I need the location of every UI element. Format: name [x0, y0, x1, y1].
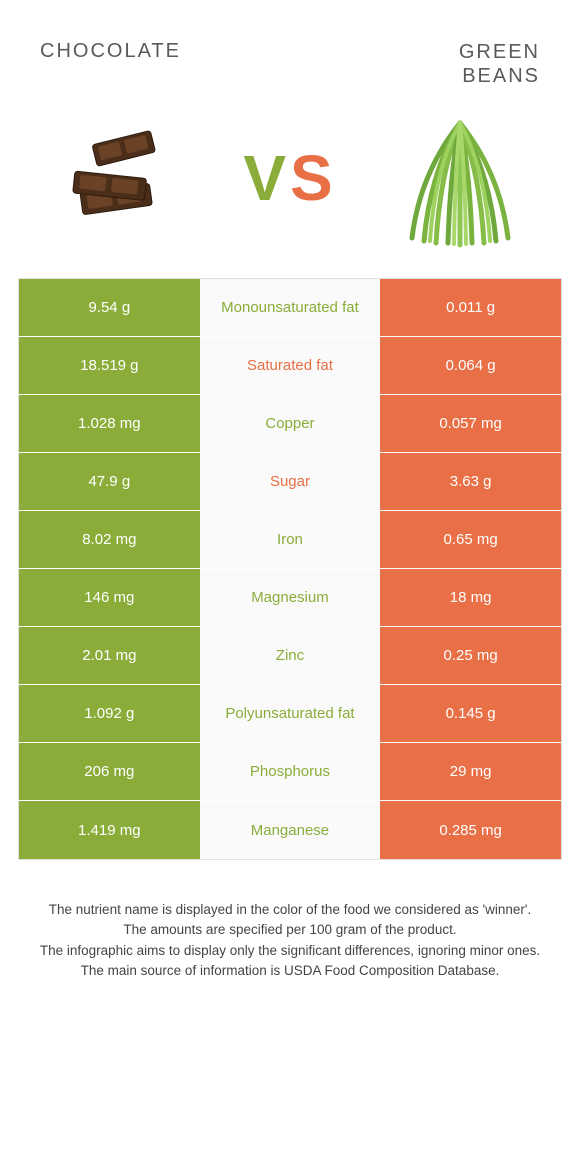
title-green-beans: GREEN BEANS: [290, 40, 540, 88]
right-value: 0.011 g: [380, 279, 561, 336]
table-row: 1.092 gPolyunsaturated fat0.145 g: [19, 685, 561, 743]
footer-notes: The nutrient name is displayed in the co…: [0, 860, 580, 1001]
table-row: 2.01 mgZinc0.25 mg: [19, 627, 561, 685]
table-row: 146 mgMagnesium18 mg: [19, 569, 561, 627]
vs-s: S: [290, 142, 337, 214]
comparison-table: 9.54 gMonounsaturated fat0.011 g18.519 g…: [18, 278, 562, 860]
left-value: 8.02 mg: [19, 511, 200, 568]
left-value: 1.028 mg: [19, 395, 200, 452]
images-row: VS: [0, 98, 580, 278]
footer-line-4: The main source of information is USDA F…: [30, 961, 550, 981]
right-value: 0.145 g: [380, 685, 561, 742]
vs-v: V: [243, 142, 290, 214]
table-row: 47.9 gSugar3.63 g: [19, 453, 561, 511]
left-value: 146 mg: [19, 569, 200, 626]
footer-line-2: The amounts are specified per 100 gram o…: [30, 920, 550, 940]
chocolate-image: [50, 108, 190, 248]
footer-line-3: The infographic aims to display only the…: [30, 941, 550, 961]
right-value: 0.057 mg: [380, 395, 561, 452]
right-value: 0.65 mg: [380, 511, 561, 568]
nutrient-name: Saturated fat: [200, 337, 381, 394]
table-row: 9.54 gMonounsaturated fat0.011 g: [19, 279, 561, 337]
table-row: 206 mgPhosphorus29 mg: [19, 743, 561, 801]
nutrient-name: Copper: [200, 395, 381, 452]
table-row: 18.519 gSaturated fat0.064 g: [19, 337, 561, 395]
nutrient-name: Monounsaturated fat: [200, 279, 381, 336]
nutrient-name: Phosphorus: [200, 743, 381, 800]
right-value: 0.285 mg: [380, 801, 561, 859]
right-value: 29 mg: [380, 743, 561, 800]
footer-line-1: The nutrient name is displayed in the co…: [30, 900, 550, 920]
table-row: 8.02 mgIron0.65 mg: [19, 511, 561, 569]
green-beans-image: [390, 108, 530, 248]
nutrient-name: Zinc: [200, 627, 381, 684]
left-value: 206 mg: [19, 743, 200, 800]
nutrient-name: Magnesium: [200, 569, 381, 626]
left-value: 18.519 g: [19, 337, 200, 394]
left-value: 1.419 mg: [19, 801, 200, 859]
vs-label: VS: [243, 141, 336, 215]
right-value: 0.25 mg: [380, 627, 561, 684]
left-value: 2.01 mg: [19, 627, 200, 684]
right-value: 18 mg: [380, 569, 561, 626]
table-row: 1.419 mgManganese0.285 mg: [19, 801, 561, 859]
left-value: 9.54 g: [19, 279, 200, 336]
left-value: 47.9 g: [19, 453, 200, 510]
left-value: 1.092 g: [19, 685, 200, 742]
right-value: 0.064 g: [380, 337, 561, 394]
nutrient-name: Manganese: [200, 801, 381, 859]
nutrient-name: Iron: [200, 511, 381, 568]
nutrient-name: Polyunsaturated fat: [200, 685, 381, 742]
nutrient-name: Sugar: [200, 453, 381, 510]
title-chocolate: CHOCOLATE: [40, 40, 290, 63]
right-value: 3.63 g: [380, 453, 561, 510]
table-row: 1.028 mgCopper0.057 mg: [19, 395, 561, 453]
header: CHOCOLATE GREEN BEANS: [0, 0, 580, 98]
